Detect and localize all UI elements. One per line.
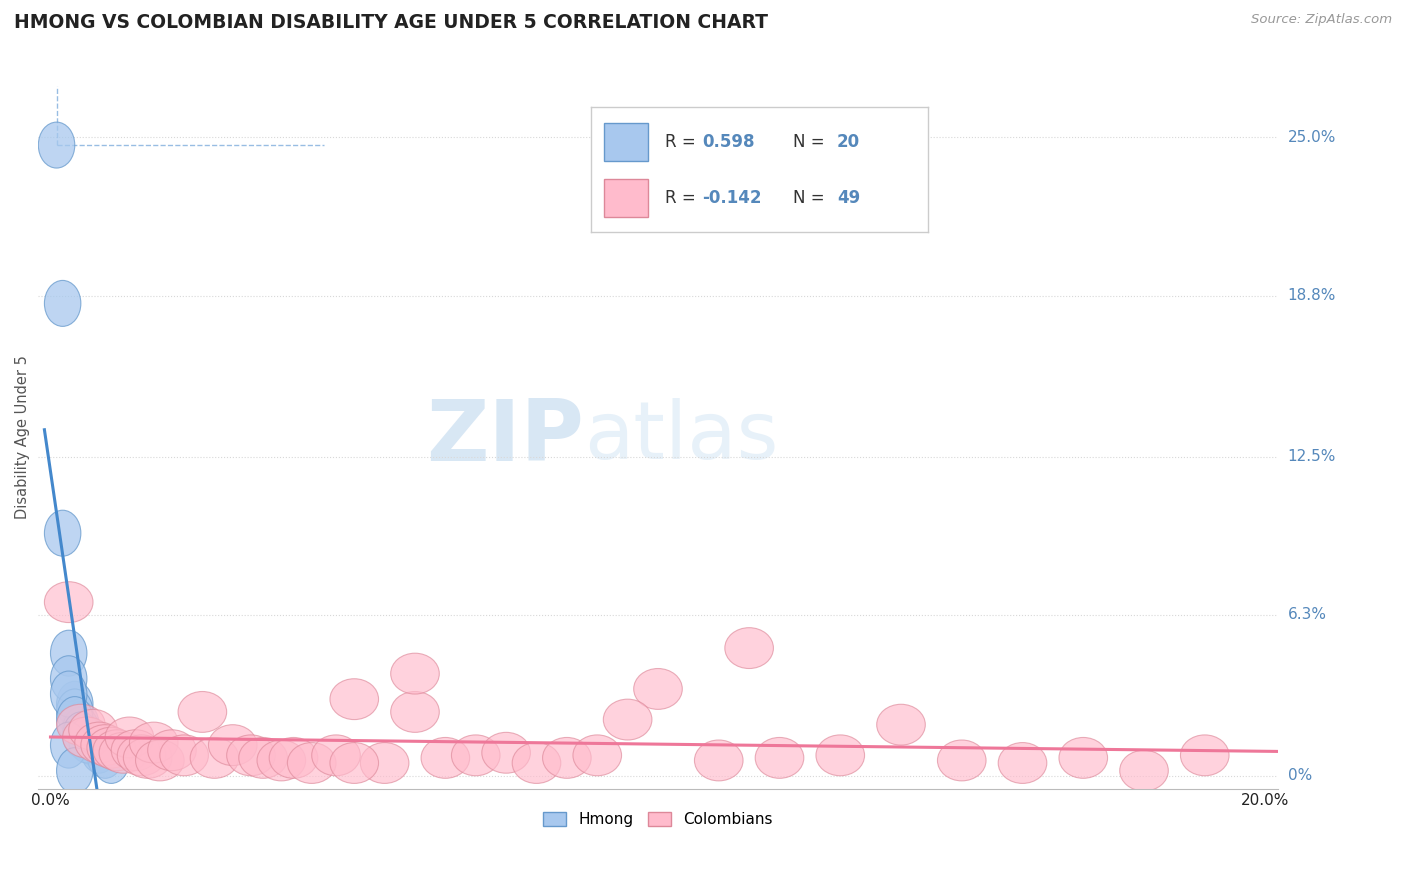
Text: N =: N = bbox=[793, 133, 830, 151]
Ellipse shape bbox=[87, 727, 135, 768]
Text: 25.0%: 25.0% bbox=[1288, 130, 1336, 145]
Y-axis label: Disability Age Under 5: Disability Age Under 5 bbox=[15, 356, 30, 519]
Ellipse shape bbox=[208, 724, 257, 765]
Text: R =: R = bbox=[665, 133, 700, 151]
Text: 49: 49 bbox=[837, 189, 860, 207]
Ellipse shape bbox=[420, 738, 470, 779]
Ellipse shape bbox=[93, 730, 142, 771]
Ellipse shape bbox=[695, 740, 742, 780]
Text: 0%: 0% bbox=[1288, 768, 1312, 783]
Ellipse shape bbox=[877, 705, 925, 745]
Ellipse shape bbox=[391, 691, 439, 732]
Ellipse shape bbox=[815, 735, 865, 776]
Text: ZIP: ZIP bbox=[426, 396, 583, 479]
Ellipse shape bbox=[98, 732, 148, 773]
Text: 12.5%: 12.5% bbox=[1288, 449, 1336, 464]
Text: R =: R = bbox=[665, 189, 700, 207]
Ellipse shape bbox=[1181, 735, 1229, 776]
Text: 6.3%: 6.3% bbox=[1288, 607, 1327, 623]
Text: HMONG VS COLOMBIAN DISABILITY AGE UNDER 5 CORRELATION CHART: HMONG VS COLOMBIAN DISABILITY AGE UNDER … bbox=[14, 13, 768, 32]
Ellipse shape bbox=[239, 738, 287, 779]
Ellipse shape bbox=[45, 582, 93, 623]
Ellipse shape bbox=[391, 653, 439, 694]
Ellipse shape bbox=[69, 709, 117, 750]
Ellipse shape bbox=[75, 723, 124, 763]
Ellipse shape bbox=[330, 742, 378, 783]
Ellipse shape bbox=[45, 280, 82, 326]
Ellipse shape bbox=[51, 631, 87, 676]
Ellipse shape bbox=[938, 740, 986, 780]
Ellipse shape bbox=[56, 681, 93, 727]
Ellipse shape bbox=[56, 705, 105, 745]
Ellipse shape bbox=[226, 735, 276, 776]
Text: atlas: atlas bbox=[583, 399, 778, 476]
Ellipse shape bbox=[69, 717, 105, 763]
Ellipse shape bbox=[257, 740, 305, 780]
Text: 0.598: 0.598 bbox=[702, 133, 755, 151]
Ellipse shape bbox=[634, 668, 682, 709]
Ellipse shape bbox=[451, 735, 501, 776]
Ellipse shape bbox=[129, 723, 179, 763]
Ellipse shape bbox=[51, 723, 87, 768]
Ellipse shape bbox=[603, 699, 652, 740]
Ellipse shape bbox=[135, 740, 184, 780]
Bar bbox=[605, 123, 648, 161]
Ellipse shape bbox=[269, 738, 318, 779]
Ellipse shape bbox=[63, 712, 98, 758]
Ellipse shape bbox=[56, 689, 93, 735]
Ellipse shape bbox=[45, 510, 82, 557]
Ellipse shape bbox=[1059, 738, 1108, 779]
Text: -0.142: -0.142 bbox=[702, 189, 762, 207]
Text: Source: ZipAtlas.com: Source: ZipAtlas.com bbox=[1251, 13, 1392, 27]
Ellipse shape bbox=[82, 727, 117, 773]
Ellipse shape bbox=[75, 720, 111, 765]
Ellipse shape bbox=[179, 691, 226, 732]
Ellipse shape bbox=[312, 735, 360, 776]
Ellipse shape bbox=[148, 730, 197, 771]
Ellipse shape bbox=[725, 628, 773, 668]
Ellipse shape bbox=[287, 742, 336, 783]
Ellipse shape bbox=[543, 738, 591, 779]
Ellipse shape bbox=[38, 122, 75, 168]
Ellipse shape bbox=[574, 735, 621, 776]
Ellipse shape bbox=[512, 742, 561, 783]
Ellipse shape bbox=[330, 679, 378, 720]
Ellipse shape bbox=[1119, 750, 1168, 791]
Ellipse shape bbox=[482, 732, 530, 773]
Ellipse shape bbox=[93, 738, 129, 783]
Text: 18.8%: 18.8% bbox=[1288, 288, 1336, 303]
Ellipse shape bbox=[56, 747, 93, 794]
Ellipse shape bbox=[51, 671, 87, 717]
Ellipse shape bbox=[87, 732, 124, 779]
Ellipse shape bbox=[51, 656, 87, 702]
Ellipse shape bbox=[117, 735, 166, 776]
Ellipse shape bbox=[56, 697, 93, 742]
Ellipse shape bbox=[111, 730, 160, 771]
Ellipse shape bbox=[360, 742, 409, 783]
Ellipse shape bbox=[82, 724, 129, 765]
Ellipse shape bbox=[124, 738, 172, 779]
Bar bbox=[605, 179, 648, 217]
Text: N =: N = bbox=[793, 189, 830, 207]
Ellipse shape bbox=[755, 738, 804, 779]
Ellipse shape bbox=[69, 714, 105, 761]
Ellipse shape bbox=[63, 717, 111, 758]
Ellipse shape bbox=[63, 702, 98, 747]
Ellipse shape bbox=[63, 706, 98, 753]
Ellipse shape bbox=[998, 742, 1047, 783]
Legend: Hmong, Colombians: Hmong, Colombians bbox=[537, 806, 779, 833]
Ellipse shape bbox=[105, 717, 153, 758]
Text: 20: 20 bbox=[837, 133, 860, 151]
Ellipse shape bbox=[190, 738, 239, 779]
Ellipse shape bbox=[160, 735, 208, 776]
